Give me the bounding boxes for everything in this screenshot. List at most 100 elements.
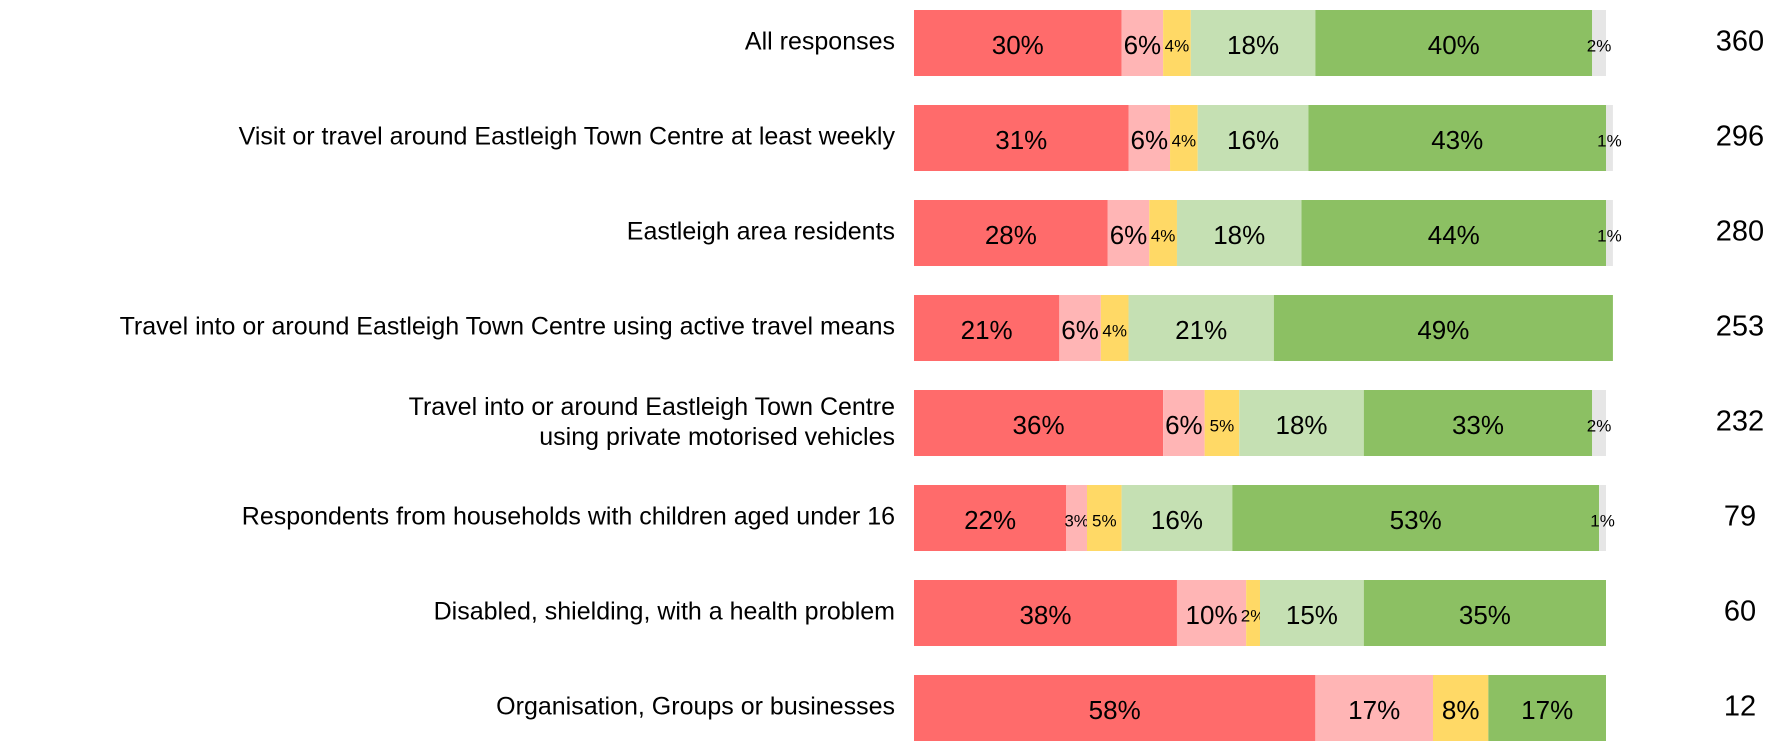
bar-segment [1260, 580, 1364, 646]
bar-segment [1239, 390, 1364, 456]
value-label: 31% [995, 125, 1047, 155]
value-label: 35% [1459, 600, 1511, 630]
bar-segment [914, 295, 1060, 361]
value-label: 33% [1452, 410, 1504, 440]
bar-segment [1176, 200, 1302, 266]
bar-segment [1592, 10, 1606, 76]
value-label: 6% [1061, 315, 1099, 345]
value-label: 4% [1165, 36, 1190, 55]
value-label: 49% [1417, 315, 1469, 345]
bar-segment [1606, 200, 1613, 266]
category-label-line: using private motorised vehicles [539, 423, 895, 451]
bar-segment [914, 390, 1164, 456]
value-label: 5% [1092, 511, 1117, 530]
bar-segment [914, 485, 1067, 551]
bar-segment [1176, 580, 1247, 646]
bar-segment [1592, 390, 1606, 456]
value-label: 28% [985, 220, 1037, 250]
value-label: 22% [964, 505, 1016, 535]
value-label: 38% [1019, 600, 1071, 630]
category-label: Organisation, Groups or businesses [496, 693, 895, 721]
bar-segment [1315, 675, 1433, 741]
bar-segment [914, 580, 1177, 646]
value-label: 5% [1210, 416, 1235, 435]
bar-segment [1059, 295, 1101, 361]
bar-segment [1315, 10, 1593, 76]
value-label: 21% [1175, 315, 1227, 345]
bar-segment [1246, 580, 1260, 646]
value-label: 1% [1597, 131, 1622, 150]
value-label: 4% [1102, 321, 1127, 340]
bar-segment [1100, 295, 1129, 361]
count-label: 12 [1724, 691, 1756, 723]
value-label: 4% [1151, 226, 1176, 245]
bar-segment [914, 105, 1129, 171]
bar-segment [1488, 675, 1606, 741]
value-label: 58% [1089, 695, 1141, 725]
bar-segment [1308, 105, 1606, 171]
category-label: Visit or travel around Eastleigh Town Ce… [239, 123, 896, 151]
count-label: 296 [1716, 121, 1764, 153]
bar-segment [1204, 390, 1240, 456]
value-label: 4% [1172, 131, 1197, 150]
bar-segment [1163, 390, 1205, 456]
bar-segment [1149, 200, 1177, 266]
category-label: Disabled, shielding, with a health probl… [434, 598, 895, 626]
category-label-line: Travel into or around Eastleigh Town Cen… [409, 393, 895, 421]
value-label: 6% [1110, 220, 1148, 250]
value-label: 6% [1165, 410, 1203, 440]
bar-segment [914, 675, 1316, 741]
bar-segment [1163, 10, 1191, 76]
bar-segment [1363, 390, 1593, 456]
value-label: 18% [1227, 30, 1279, 60]
bar-segment [1606, 105, 1613, 171]
value-label: 36% [1013, 410, 1065, 440]
value-label: 1% [1590, 511, 1615, 530]
value-label: 44% [1428, 220, 1480, 250]
value-label: 8% [1442, 695, 1480, 725]
value-label: 18% [1213, 220, 1265, 250]
category-label: Travel into or around Eastleigh Town Cen… [120, 313, 895, 341]
bar-segment [1599, 485, 1606, 551]
bar-segment [1087, 485, 1122, 551]
count-label: 79 [1724, 501, 1756, 533]
bar-segment [1107, 200, 1150, 266]
bar-segment [1170, 105, 1198, 171]
bar-segment [914, 200, 1108, 266]
category-label: Respondents from households with childre… [242, 503, 895, 531]
value-label: 2% [1241, 606, 1266, 625]
value-label: 16% [1151, 505, 1203, 535]
count-label: 360 [1716, 26, 1764, 58]
count-label: 60 [1724, 596, 1756, 628]
value-label: 6% [1130, 125, 1168, 155]
value-label: 43% [1431, 125, 1483, 155]
category-label: Travel into or around Eastleigh Town Cen… [409, 393, 895, 451]
bar-segment [914, 10, 1122, 76]
value-label: 16% [1227, 125, 1279, 155]
value-label: 2% [1587, 416, 1612, 435]
bar-segment [1363, 580, 1606, 646]
bar-segment [1128, 295, 1274, 361]
bar-segment [1232, 485, 1600, 551]
value-label: 30% [992, 30, 1044, 60]
value-label: 17% [1348, 695, 1400, 725]
value-label: 40% [1428, 30, 1480, 60]
value-label: 6% [1124, 30, 1162, 60]
value-label: 21% [961, 315, 1013, 345]
value-label: 2% [1587, 36, 1612, 55]
value-label: 15% [1286, 600, 1338, 630]
bar-segment [1433, 675, 1489, 741]
bar-segment [1128, 105, 1171, 171]
category-label: Eastleigh area residents [627, 218, 895, 246]
bar-segment [1197, 105, 1309, 171]
bar-segment [1066, 485, 1087, 551]
value-label: 53% [1390, 505, 1442, 535]
bar-segment [1190, 10, 1316, 76]
bar-segment [1273, 295, 1613, 361]
value-label: 1% [1597, 226, 1622, 245]
bar-segment [1121, 10, 1164, 76]
value-label: 18% [1275, 410, 1327, 440]
bar-segment [1121, 485, 1233, 551]
count-label: 280 [1716, 216, 1764, 248]
